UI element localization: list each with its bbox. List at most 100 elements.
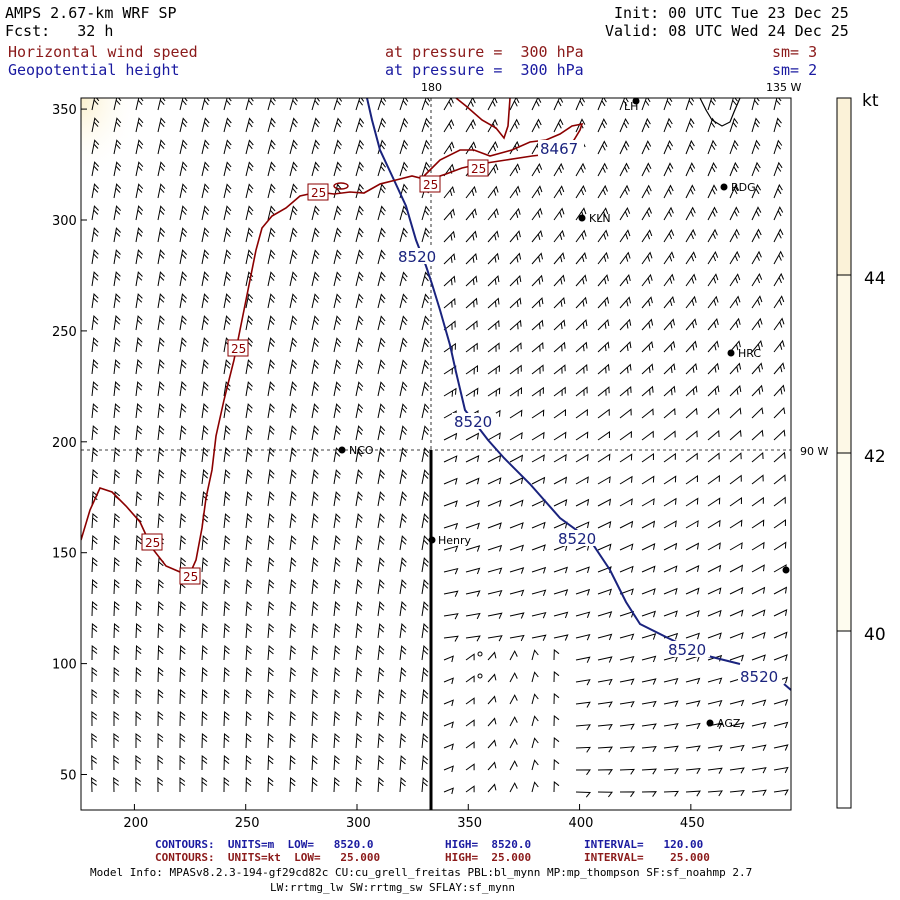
wind-barb: [707, 497, 721, 507]
wind-barb: [619, 768, 635, 775]
station-label-henry: Henry: [438, 534, 472, 547]
wind-barb: [729, 564, 744, 573]
wind-barb: [707, 161, 718, 177]
y-tick-label-3: 200: [52, 436, 77, 451]
wind-barb: [465, 741, 475, 749]
wind-barb: [399, 491, 407, 507]
wind-barb: [773, 474, 786, 485]
wind-barb: [509, 567, 525, 574]
wind-barb: [641, 453, 655, 463]
wind-barb: [399, 425, 408, 441]
wind-barb: [509, 477, 524, 485]
wind-barb: [201, 447, 209, 463]
wind-barb: [157, 645, 164, 661]
wind-barb: [729, 744, 745, 752]
wind-barb: [773, 496, 786, 507]
wind-barb: [377, 117, 387, 133]
wind-barb: [619, 520, 634, 529]
wind-barb: [289, 666, 297, 683]
wind-barb: [487, 651, 497, 661]
wind-barb: [553, 736, 560, 749]
wind-barb: [685, 362, 698, 375]
wind-barb: [685, 768, 701, 775]
wind-barb: [245, 710, 252, 727]
wind-barb: [355, 513, 363, 529]
wind-barb: [509, 230, 521, 243]
wind-barb: [575, 319, 588, 331]
wind-barb: [135, 755, 142, 771]
wind-barb: [729, 295, 741, 309]
wind-barb: [663, 768, 679, 775]
wind-barb: [531, 649, 539, 661]
wind-barb: [729, 632, 744, 639]
wind-barb: [311, 161, 320, 177]
wind-barb: [773, 609, 788, 617]
wind-barb: [685, 497, 699, 507]
wind-barb: [465, 675, 475, 683]
wind-barb: [707, 564, 722, 573]
wind-barb: [421, 139, 431, 155]
wind-barb: [465, 590, 481, 597]
wind-barb: [91, 227, 99, 243]
wind-barb: [685, 184, 696, 199]
wind-barb: [223, 139, 232, 155]
wind-barb: [223, 293, 232, 309]
wind-barb: [553, 670, 560, 683]
wind-barb: [113, 622, 120, 639]
wind-barb: [663, 790, 679, 797]
wind-barb: [179, 161, 188, 177]
wind-barb: [531, 185, 543, 199]
wind-barb: [597, 318, 610, 331]
wind-barb: [179, 447, 187, 463]
wind-barb: [619, 453, 633, 463]
wind-barb: [553, 611, 569, 619]
wind-barb: [443, 765, 454, 773]
wind-barb: [531, 341, 544, 353]
wind-barb: [223, 644, 230, 661]
wind-barb: [509, 364, 522, 375]
wind-barb: [201, 644, 208, 661]
wind-barb: [773, 451, 786, 463]
wind-barb: [223, 469, 231, 485]
wind-barb: [531, 611, 547, 619]
wind-barb: [509, 387, 523, 397]
wind-barb: [267, 117, 276, 133]
wind-barb: [333, 183, 342, 199]
wind-barb: [619, 791, 635, 798]
wind-barb: [619, 746, 635, 753]
wind-barb: [157, 271, 165, 287]
wind-barb: [399, 98, 409, 111]
height-label-2: 8520: [454, 413, 492, 431]
wind-barb: [751, 541, 765, 551]
wind-barb: [707, 228, 718, 243]
wind-barb: [619, 498, 633, 507]
wind-barb: [157, 666, 164, 683]
wind-barb: [179, 227, 188, 243]
wind-barb: [311, 205, 320, 221]
wind-barb: [289, 579, 297, 595]
wind-barb: [113, 447, 121, 463]
wind-barb: [729, 699, 745, 707]
wind-barb: [751, 250, 762, 265]
wind-barb: [641, 385, 654, 397]
wind-barb: [333, 689, 341, 705]
colorbar-unit: kt: [862, 91, 879, 111]
wind-barb: [531, 521, 546, 529]
wind-barb: [289, 557, 297, 573]
wind-barb: [245, 513, 253, 529]
wind-barb: [597, 656, 613, 663]
wind-barb: [575, 296, 588, 309]
wind-barb: [157, 755, 164, 770]
wind-barb: [245, 491, 253, 507]
wind-barb: [91, 667, 98, 683]
wind-barb: [311, 293, 320, 309]
wind-barb: [685, 340, 698, 353]
wind-barb: [113, 205, 121, 221]
wind-barb: [487, 141, 499, 155]
wind-barb: [729, 722, 745, 729]
wind-barb: [157, 117, 166, 133]
wind-barb: [575, 656, 591, 663]
wind-barb: [751, 183, 762, 199]
wind-barb: [531, 274, 544, 287]
wind-barb: [597, 746, 613, 753]
